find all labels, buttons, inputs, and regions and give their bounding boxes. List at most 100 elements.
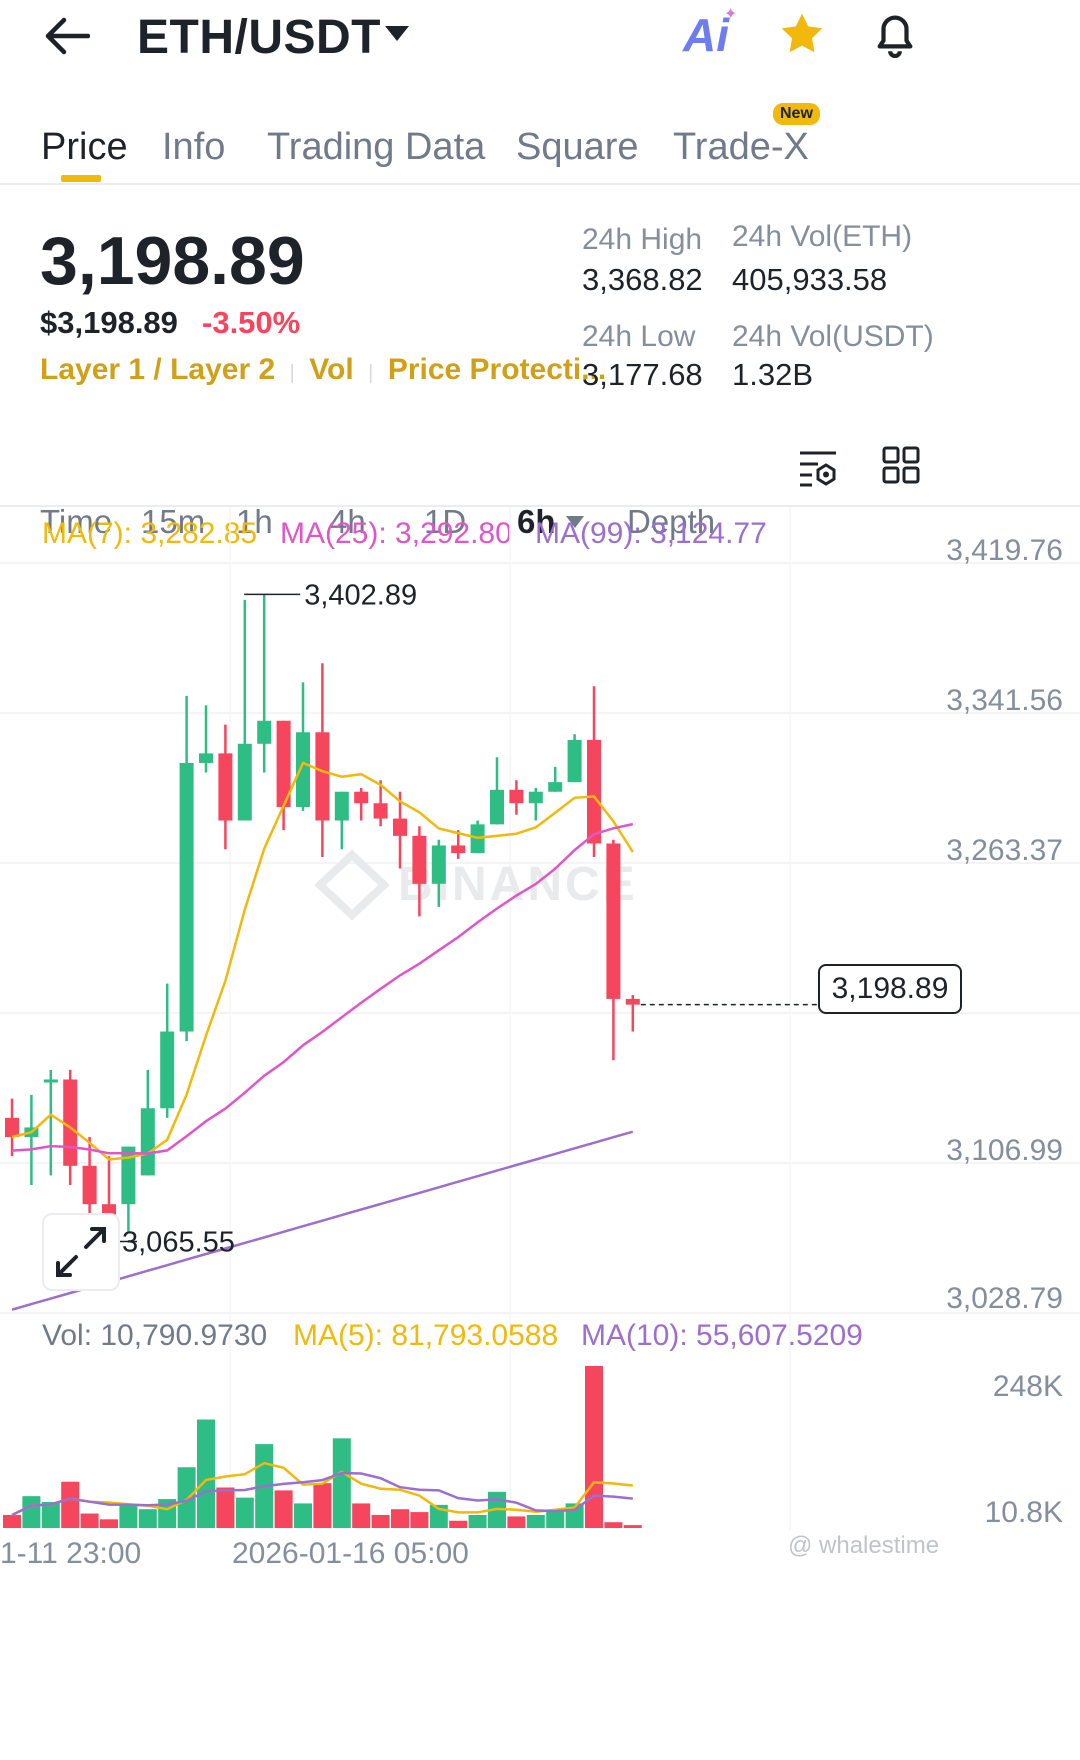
tab-price[interactable]: Price xyxy=(41,126,128,168)
volume-bar xyxy=(585,1366,603,1528)
candle-body xyxy=(237,743,252,821)
candle-body xyxy=(373,803,388,819)
volume-bar xyxy=(313,1483,332,1528)
low-annotation: 3,065.55 xyxy=(122,1226,235,1258)
candle-body xyxy=(5,1117,19,1138)
usd-price: $3,198.89 xyxy=(40,305,178,340)
tab-square[interactable]: Square xyxy=(516,126,639,168)
ma7-line xyxy=(11,761,634,1161)
volume-bar xyxy=(526,1514,545,1528)
volume-bar xyxy=(371,1514,390,1528)
candle-body xyxy=(431,845,446,884)
candle-body xyxy=(140,1108,155,1176)
ai-button[interactable]: Ai xyxy=(683,9,729,61)
tag-separator: | xyxy=(368,362,374,384)
x-axis-label-mid: 2026-01-16 05:00 xyxy=(232,1537,469,1570)
candle-body xyxy=(43,1079,58,1083)
vol-ma10-label: MA(10): 55,607.5209 xyxy=(581,1319,863,1352)
low-value: 3,177.68 xyxy=(582,357,703,392)
volume-axis-label: 10.8K xyxy=(984,1496,1063,1529)
candle-body xyxy=(63,1079,78,1166)
candle-body xyxy=(393,818,407,836)
tf-15m[interactable]: 15m xyxy=(141,503,206,540)
expand-icon xyxy=(56,1227,106,1277)
fullscreen-button[interactable] xyxy=(42,1213,120,1291)
volume-bar xyxy=(235,1497,254,1528)
price-change: -3.50% xyxy=(202,305,301,340)
indicator-settings-icon[interactable] xyxy=(798,447,838,487)
high-annotation: 3,402.89 xyxy=(304,579,417,611)
candle-body xyxy=(509,789,524,804)
candle-body xyxy=(315,732,330,821)
candle-body xyxy=(625,998,640,1005)
arrow-left-icon[interactable] xyxy=(44,16,90,56)
volume-bar xyxy=(391,1509,409,1528)
volume-bar xyxy=(274,1490,293,1528)
tab-trading-data[interactable]: Trading Data xyxy=(267,126,486,168)
vol-ma5-label: MA(5): 81,793.0588 xyxy=(293,1319,559,1352)
high-label: 24h High xyxy=(582,223,703,256)
price-axis-label: 3,341.56 xyxy=(946,684,1063,717)
tf-depth[interactable]: Depth xyxy=(627,503,716,540)
ma25-label: MA(25): 3,292.80 xyxy=(280,517,512,550)
tag-vol[interactable]: Vol xyxy=(309,353,354,386)
star-icon[interactable] xyxy=(778,10,826,58)
caret-down-icon[interactable] xyxy=(384,25,410,43)
tf-1h[interactable]: 1h xyxy=(236,503,273,540)
volume-bar xyxy=(100,1519,118,1528)
sparkle-icon: ✦ xyxy=(724,6,738,23)
tab-info[interactable]: Info xyxy=(162,126,226,168)
vol-ma5-line xyxy=(11,1461,633,1517)
tag-separator: | xyxy=(289,362,295,384)
volume-bar xyxy=(468,1514,487,1528)
volume-label: Vol: 10,790.9730 xyxy=(42,1319,268,1352)
candle-body xyxy=(528,791,543,804)
high-value: 3,368.82 xyxy=(582,262,703,297)
bell-icon[interactable] xyxy=(872,8,918,58)
candle-body xyxy=(587,739,601,844)
volume-bar xyxy=(332,1438,351,1528)
tag-price-protection[interactable]: Price Protecti... xyxy=(387,353,607,386)
new-badge: New xyxy=(773,103,820,125)
vol-usdt-label: 24h Vol(USDT) xyxy=(732,320,934,353)
candle-body xyxy=(218,753,233,821)
last-price-tag[interactable]: 3,198.89 xyxy=(818,964,962,1014)
vol-eth-value: 405,933.58 xyxy=(732,262,888,297)
tf-4h[interactable]: 4h xyxy=(329,503,366,540)
volume-bar xyxy=(22,1496,41,1528)
tf-6h[interactable]: 6h xyxy=(517,503,556,540)
vol-ma10-line xyxy=(11,1471,633,1517)
ma7-label: MA(7): 3,282.85 xyxy=(42,517,258,550)
candle-body xyxy=(276,720,291,808)
volume-bar xyxy=(507,1516,526,1528)
candle-body xyxy=(257,720,272,744)
pair-title[interactable]: ETH/USDT xyxy=(137,11,381,64)
volume-bar xyxy=(177,1467,196,1528)
credit-watermark: @ whalestime xyxy=(788,1532,940,1559)
volume-bar xyxy=(80,1513,99,1528)
volume-bar xyxy=(623,1525,642,1528)
candle-body xyxy=(490,789,504,825)
price-axis-label: 3,106.99 xyxy=(946,1134,1063,1167)
candle-body xyxy=(296,732,310,808)
volume-bar xyxy=(3,1514,21,1528)
low-label: 24h Low xyxy=(582,320,696,353)
tf-time[interactable]: Time xyxy=(40,503,113,540)
tf-1d[interactable]: 1D xyxy=(424,503,467,540)
last-price: 3,198.89 xyxy=(40,223,305,299)
ma25-line xyxy=(11,822,634,1155)
price-axis-label: 3,028.79 xyxy=(946,1282,1063,1315)
candle-body xyxy=(412,835,427,884)
vol-eth-label: 24h Vol(ETH) xyxy=(732,220,913,253)
tag-row: Layer 1 / Layer 2 | Vol | Price Protecti… xyxy=(40,353,606,387)
x-axis-label-left: 1-11 23:00 xyxy=(0,1537,142,1570)
tab-trade-x[interactable]: Trade-X xyxy=(673,126,809,168)
volume-bar xyxy=(449,1520,468,1528)
tag-layer[interactable]: Layer 1 / Layer 2 xyxy=(40,353,276,386)
active-tab-indicator xyxy=(61,175,101,182)
volume-bar xyxy=(410,1512,429,1528)
grid-layout-icon[interactable] xyxy=(882,446,920,484)
candle-body xyxy=(160,1031,175,1109)
volume-bar xyxy=(604,1522,623,1528)
